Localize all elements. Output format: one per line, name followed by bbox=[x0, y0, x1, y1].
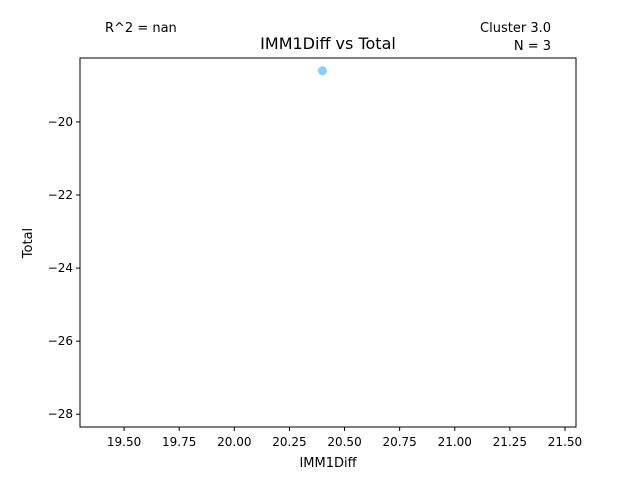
y-tick-label: −24 bbox=[48, 261, 73, 275]
chart-title: IMM1Diff vs Total bbox=[260, 34, 396, 53]
y-tick-label: −28 bbox=[48, 407, 73, 421]
y-tick-label: −26 bbox=[48, 334, 73, 348]
x-tick-label: 20.25 bbox=[272, 435, 306, 449]
x-tick-label: 21.50 bbox=[548, 435, 582, 449]
x-axis-label: IMM1Diff bbox=[299, 456, 357, 471]
y-axis: −20 −22 −24 −26 −28 bbox=[48, 115, 80, 421]
y-axis-label: Total bbox=[21, 228, 36, 259]
r-squared-label: R^2 = nan bbox=[105, 21, 177, 36]
x-tick-label: 19.75 bbox=[162, 435, 196, 449]
x-tick-label: 21.00 bbox=[438, 435, 472, 449]
x-axis: 19.50 19.75 20.00 20.25 20.50 20.75 21.00 21.25… bbox=[107, 427, 582, 449]
x-tick-label: 21.25 bbox=[493, 435, 527, 449]
x-tick-label: 19.50 bbox=[107, 435, 141, 449]
y-tick-label: −22 bbox=[48, 188, 73, 202]
data-points bbox=[317, 66, 327, 76]
plot-area-frame bbox=[79, 57, 577, 428]
x-tick-label: 20.50 bbox=[327, 435, 361, 449]
x-tick-label: 20.00 bbox=[217, 435, 251, 449]
y-tick-label: −20 bbox=[48, 115, 73, 129]
x-tick-label: 20.75 bbox=[382, 435, 416, 449]
data-point bbox=[317, 66, 327, 76]
n-count-label: N = 3 bbox=[514, 39, 551, 54]
cluster-label: Cluster 3.0 bbox=[480, 21, 551, 36]
